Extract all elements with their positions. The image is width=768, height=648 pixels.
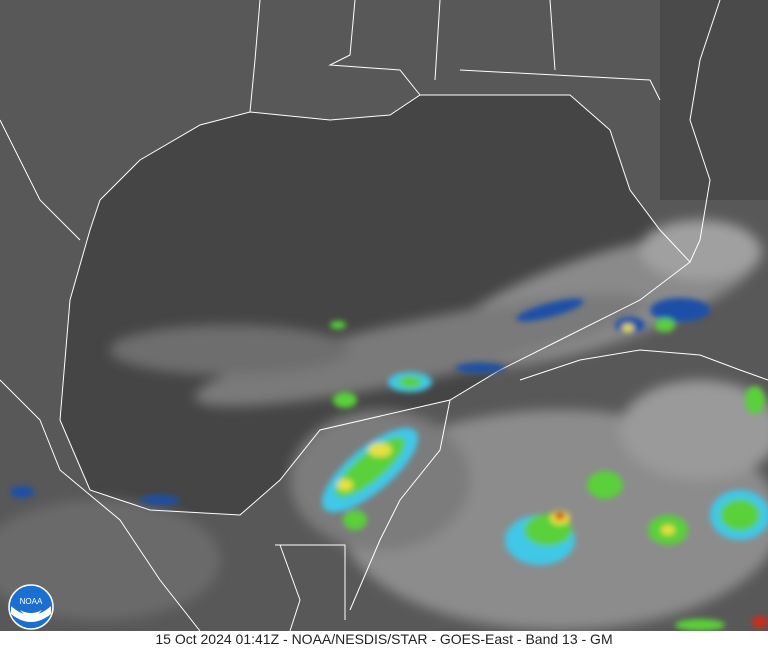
coastlines-borders: [0, 0, 768, 631]
image-caption: 15 Oct 2024 01:41Z - NOAA/NESDIS/STAR - …: [0, 631, 768, 648]
satellite-image: [0, 0, 768, 631]
atlantic-ocean: [660, 0, 768, 200]
cloud-cover: [0, 220, 768, 630]
noaa-logo-text: NOAA: [20, 597, 43, 606]
storm-cells: [10, 298, 768, 631]
gulf-of-mexico: [60, 95, 690, 515]
noaa-logo-icon: NOAA: [8, 584, 54, 630]
